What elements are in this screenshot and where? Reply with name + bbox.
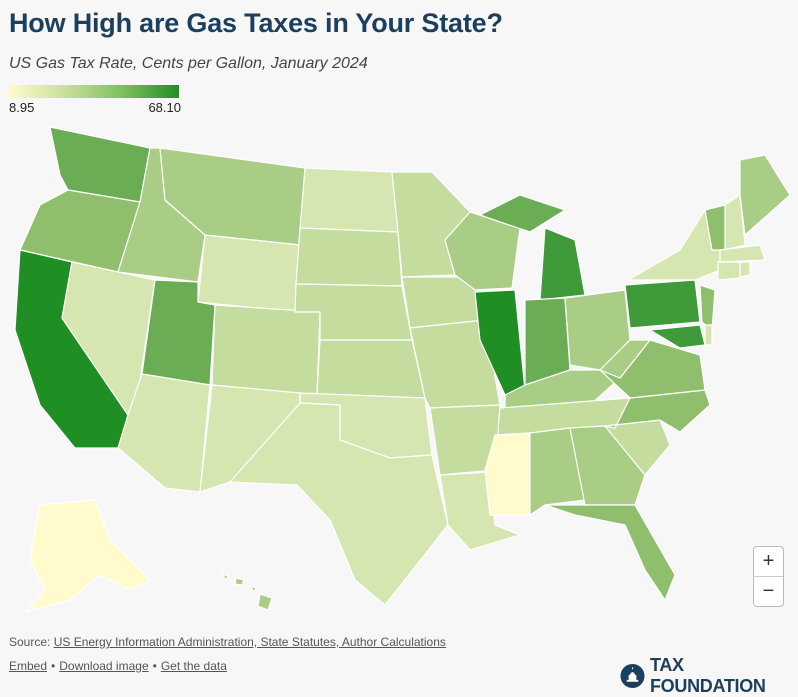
color-legend: 8.95 68.10 xyxy=(9,85,181,115)
state-new-hampshire[interactable] xyxy=(724,194,746,251)
chart-subtitle: US Gas Tax Rate, Cents per Gallon, Janua… xyxy=(9,55,368,72)
state-michigan[interactable] xyxy=(539,227,586,301)
source-line: Source: US Energy Information Administra… xyxy=(9,635,446,649)
state-delaware[interactable] xyxy=(704,324,713,346)
state-hawaii[interactable] xyxy=(221,573,273,611)
embed-link[interactable]: Embed xyxy=(9,659,48,673)
state-kansas[interactable] xyxy=(316,339,426,399)
map-svg[interactable] xyxy=(0,115,798,630)
state-massachusetts[interactable] xyxy=(719,244,766,263)
state-washington[interactable] xyxy=(49,126,151,203)
state-wisconsin[interactable] xyxy=(444,211,521,291)
state-maine[interactable] xyxy=(739,154,791,236)
zoom-out-button[interactable]: − xyxy=(754,576,783,606)
state-south-dakota[interactable] xyxy=(295,227,403,287)
separator: • xyxy=(51,659,56,673)
legend-gradient xyxy=(9,85,179,98)
source-link[interactable]: US Energy Information Administration, St… xyxy=(53,635,446,649)
state-alaska[interactable] xyxy=(24,499,151,613)
state-georgia[interactable] xyxy=(569,425,646,506)
state-wyoming[interactable] xyxy=(197,234,301,313)
state-new-york[interactable] xyxy=(627,209,721,281)
state-connecticut[interactable] xyxy=(717,261,741,281)
state-mississippi[interactable] xyxy=(484,432,531,516)
state-florida[interactable] xyxy=(544,504,676,601)
source-prefix: Source: xyxy=(9,635,51,649)
state-michigan-upper[interactable] xyxy=(479,194,566,233)
separator: • xyxy=(152,659,157,673)
state-north-dakota[interactable] xyxy=(299,167,399,233)
zoom-in-button[interactable]: + xyxy=(762,550,775,572)
legend-max-label: 68.10 xyxy=(148,100,181,115)
footer-links: Embed • Download image • Get the data xyxy=(9,659,227,673)
download-image-link[interactable]: Download image xyxy=(59,659,149,673)
state-new-jersey[interactable] xyxy=(699,284,716,331)
us-choropleth-map[interactable] xyxy=(0,115,798,630)
state-arizona[interactable] xyxy=(117,373,211,493)
state-colorado[interactable] xyxy=(211,304,321,396)
state-pennsylvania[interactable] xyxy=(624,279,701,329)
capitol-dome-icon xyxy=(620,663,645,689)
state-rhode-island[interactable] xyxy=(739,261,751,278)
state-west-virginia[interactable] xyxy=(599,339,651,379)
zoom-control: + − xyxy=(753,546,784,607)
state-texas[interactable] xyxy=(229,402,449,606)
page-title: How High are Gas Taxes in Your State? xyxy=(9,8,503,38)
tax-foundation-logo[interactable]: TAX FOUNDATION xyxy=(620,655,798,697)
state-alabama[interactable] xyxy=(529,427,586,516)
logo-text: TAX FOUNDATION xyxy=(649,655,766,696)
legend-min-label: 8.95 xyxy=(9,100,35,115)
get-data-link[interactable]: Get the data xyxy=(160,659,227,673)
